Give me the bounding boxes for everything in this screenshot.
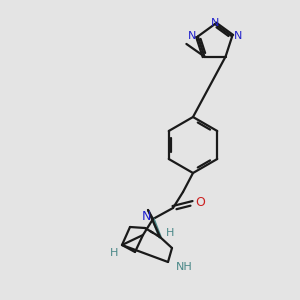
Text: H: H [110,248,118,258]
Text: N: N [211,18,219,28]
Text: NH: NH [176,262,193,272]
Text: O: O [195,196,205,208]
Text: N: N [188,32,196,41]
Text: N: N [234,32,242,41]
Text: H: H [166,228,174,238]
Text: N: N [141,209,151,223]
